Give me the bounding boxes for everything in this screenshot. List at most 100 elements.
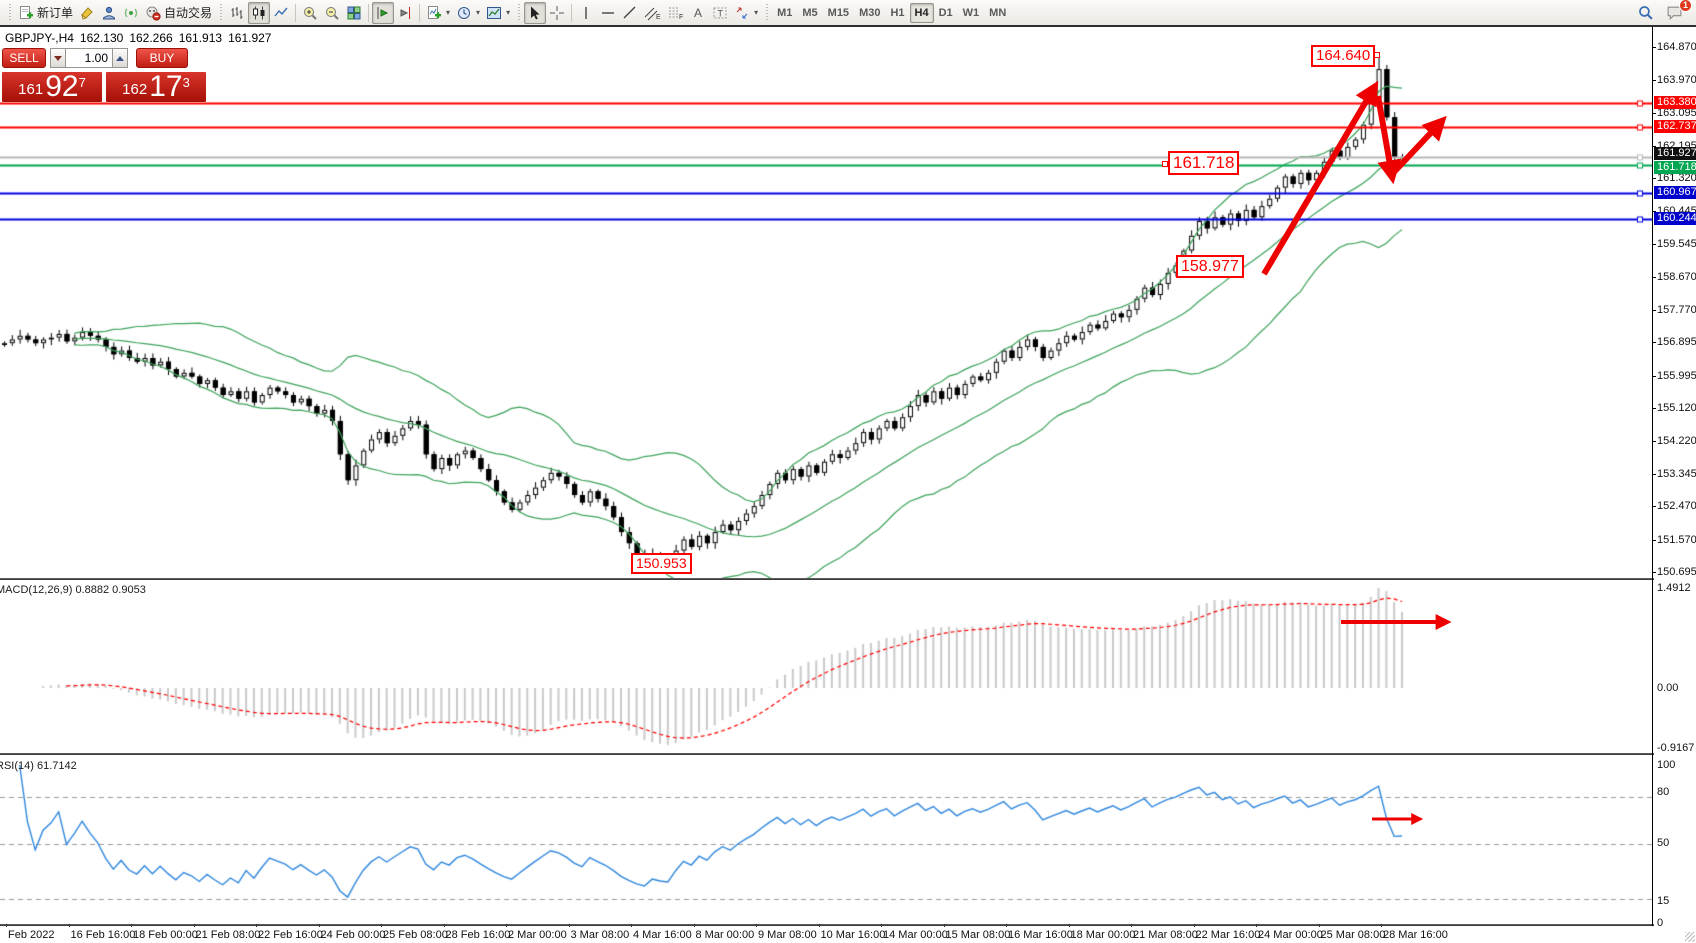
time-axis-mark [1256,924,1257,927]
vertical-line-button[interactable] [575,2,597,24]
volume-increase-button[interactable] [112,48,128,68]
alerts-button[interactable] [120,2,142,24]
equidistant-channel-button[interactable]: E [641,2,664,24]
chat-button[interactable]: 1 [1663,0,1692,24]
periods-button[interactable]: ▾ [453,2,483,24]
time-axis-label: 16 Mar 16:00 [1008,929,1073,941]
styler-icon [81,6,93,20]
tile-windows-icon [347,6,361,19]
time-axis[interactable]: Feb 2022 16 Feb 16:00 18 Feb 00:00 21 Feb 0… [0,924,1696,943]
indicator-axis-tick: 15 [1657,895,1670,907]
tab-timeframe-mn[interactable]: MN [989,6,1007,19]
search-icon [1639,6,1653,20]
price-annotation-label[interactable]: 158.977 [1176,255,1244,279]
candlestick-chart-button[interactable] [248,1,271,24]
tab-timeframe-h4[interactable]: H4 [909,2,934,23]
macd-panel-canvas[interactable] [0,580,1652,753]
panel-separator[interactable] [0,753,1654,755]
vertical-line-icon [585,6,587,19]
tab-timeframe-m30[interactable]: M30 [859,6,881,19]
price-annotation-label[interactable]: 164.640 [1311,45,1376,67]
tab-timeframe-w1[interactable]: W1 [962,6,980,19]
text-button[interactable]: A [687,2,709,24]
tab-timeframe-m5[interactable]: M5 [802,6,818,19]
styler-button[interactable] [76,2,98,24]
toolbar-grip[interactable] [516,3,522,22]
indicators-dropdown-arrow: ▾ [446,8,451,17]
chart-shift-button[interactable] [394,2,416,24]
zoom-in-button[interactable] [299,2,321,24]
price-annotation-label[interactable]: 161.718 [1168,151,1240,176]
price-level-badge: 160.967 [1654,185,1696,199]
time-axis-mark [943,924,945,927]
profile-button[interactable] [98,2,120,24]
price-annotation-label[interactable]: 150.953 [631,553,692,574]
time-axis-label: 18 Mar 00:00 [1070,929,1136,941]
time-axis-label: 24 Feb 00:00 [320,929,386,941]
search-button[interactable] [1634,2,1657,24]
cursor-icon [531,6,540,19]
tab-timeframe-d1[interactable]: D1 [938,6,953,19]
indicators-icon [428,5,442,19]
tab-timeframe-h1[interactable]: H1 [890,6,905,19]
tab-timeframe-m1[interactable]: M1 [777,6,793,19]
price-level-badge: 161.927 [1654,147,1696,160]
price-axis-tick: 152.470 [1652,500,1696,512]
price-level-badge: 161.718 [1654,160,1696,174]
indicators-button[interactable]: ▾ [423,2,453,24]
time-axis-label: 21 Feb 08:00 [195,929,261,941]
trendline-button[interactable] [619,2,641,24]
toolbar-grip[interactable] [218,3,224,22]
arrows-button[interactable]: ▾ [731,2,761,24]
fibonacci-icon: F [669,7,683,21]
volume-decrease-button[interactable] [50,48,66,68]
indicator-axis-tick: 80 [1657,786,1670,798]
price-axis-tick: 151.570 [1652,534,1696,546]
volume-input[interactable] [66,48,112,68]
time-axis-mark [1381,924,1382,927]
periods-dropdown-arrow: ▾ [476,8,481,17]
bar-chart-button[interactable] [226,2,248,24]
sell-button[interactable]: SELL [2,48,46,68]
toolbar-grip[interactable] [7,3,12,22]
time-axis-label: 2 Mar 00:00 [508,929,567,941]
tab-timeframe-m15[interactable]: M15 [827,6,850,19]
text-label-button[interactable]: T [709,2,731,24]
cursor-button[interactable] [524,1,547,24]
price-axis-tick: 155.995 [1652,370,1696,382]
arrows-icon [736,7,748,18]
time-axis-mark [1318,924,1320,927]
tile-windows-button[interactable] [343,2,365,24]
buy-price-display[interactable]: 162 17 3 [106,72,206,102]
price-axis-tick: 155.120 [1652,402,1696,414]
new-order-button[interactable]: 新订单 [15,2,76,24]
annotation-anchor-square[interactable] [1374,52,1380,58]
price-axis-tick: 158.670 [1652,271,1696,283]
fibonacci-button[interactable]: F [664,2,687,24]
annotation-anchor-square[interactable] [1162,161,1168,167]
templates-button[interactable]: ▾ [483,2,513,24]
quote-low: 161.913 [178,31,223,45]
panel-separator[interactable] [0,578,1654,580]
window-resize-grip[interactable] [1685,932,1695,942]
auto-scroll-button[interactable] [372,1,395,24]
zoom-out-button[interactable] [321,2,343,24]
panel-separator[interactable] [0,924,1654,926]
price-axis-tick: 163.970 [1652,74,1696,86]
horizontal-line-button[interactable] [597,2,619,24]
chart-ohlc-readout: GBPJPY-,H4 162.130 162.266 161.913 161.927 [5,31,277,45]
autotrading-button[interactable]: 自动交易 [142,2,215,24]
buy-button[interactable]: BUY [136,48,188,68]
rsi-panel-canvas[interactable] [0,755,1652,924]
main-chart-canvas[interactable] [0,27,1652,578]
svg-text:T: T [718,8,724,18]
periods-clock-icon [458,6,471,19]
toolbar-grip[interactable] [764,3,770,22]
line-chart-button[interactable] [270,2,292,24]
sell-price-display[interactable]: 161 92 7 [2,72,102,102]
crosshair-button[interactable] [546,2,568,24]
time-axis-mark [381,924,382,927]
price-level-badge: 160.244 [1654,212,1696,226]
quote-high: 162.266 [129,31,173,45]
crosshair-icon [550,5,565,20]
